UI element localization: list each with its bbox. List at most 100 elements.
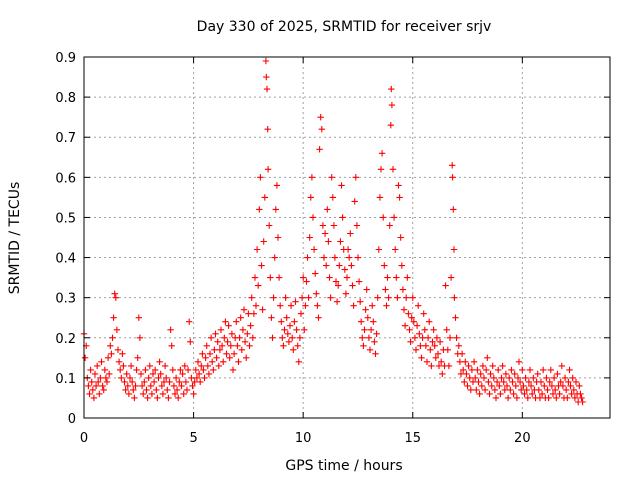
data-point — [199, 350, 206, 357]
data-point — [216, 346, 224, 353]
data-point — [87, 366, 94, 374]
data-point — [144, 394, 151, 402]
data-point — [427, 346, 434, 353]
data-point — [398, 262, 405, 269]
data-point — [488, 382, 495, 390]
chart-title: Day 330 of 2025, SRMTID for receiver srj… — [197, 19, 492, 35]
data-point — [540, 366, 547, 374]
data-point — [275, 274, 283, 281]
data-point — [451, 294, 458, 301]
data-point — [395, 182, 402, 189]
data-point — [566, 366, 573, 374]
data-point — [515, 358, 523, 365]
data-point — [86, 390, 93, 398]
data-point — [558, 362, 565, 370]
data-point — [491, 386, 499, 394]
data-point — [525, 378, 533, 386]
y-tick-label: 0.2 — [55, 332, 76, 347]
data-point — [292, 298, 299, 305]
data-point — [511, 370, 518, 378]
data-point — [251, 274, 259, 281]
data-point — [420, 310, 427, 317]
data-point — [255, 282, 262, 289]
data-point — [274, 234, 282, 241]
data-point — [201, 374, 208, 382]
data-point — [464, 382, 471, 390]
data-point — [280, 342, 287, 349]
data-point — [343, 274, 351, 281]
y-tick-label: 0.3 — [55, 292, 76, 307]
data-point — [248, 294, 255, 301]
data-point — [246, 342, 253, 349]
data-point — [157, 370, 164, 378]
data-point — [492, 394, 500, 402]
data-point — [284, 330, 291, 337]
data-point — [163, 374, 170, 382]
data-point — [103, 378, 111, 386]
data-point — [160, 378, 168, 386]
data-point — [233, 318, 240, 325]
y-tick-label: 0.7 — [55, 131, 76, 146]
data-point — [426, 318, 433, 325]
data-point — [335, 282, 342, 289]
data-point — [463, 370, 470, 378]
data-point — [529, 390, 536, 398]
data-point — [373, 330, 380, 337]
data-point — [332, 278, 340, 285]
data-point — [317, 114, 324, 121]
data-point — [257, 174, 264, 181]
data-point — [303, 278, 310, 285]
data-point — [252, 302, 260, 309]
data-point — [191, 378, 198, 386]
data-point — [366, 346, 374, 353]
data-point — [493, 378, 501, 386]
data-point — [263, 73, 270, 81]
data-point — [393, 274, 400, 281]
data-point — [307, 194, 314, 201]
data-point — [512, 382, 519, 390]
data-point — [374, 294, 381, 301]
data-point — [312, 270, 319, 277]
data-point — [544, 386, 551, 394]
data-point — [220, 358, 227, 365]
data-point — [394, 294, 401, 301]
data-point — [553, 394, 560, 402]
data-point — [547, 366, 554, 374]
data-point — [115, 358, 123, 365]
data-point — [428, 362, 435, 370]
data-point — [180, 390, 187, 398]
data-point — [550, 374, 558, 382]
data-point — [202, 354, 209, 361]
data-point — [198, 362, 205, 370]
data-point — [96, 390, 103, 398]
data-point — [431, 342, 438, 349]
data-point — [200, 366, 207, 374]
data-point — [508, 366, 515, 374]
data-point — [338, 182, 345, 189]
data-point — [516, 378, 524, 386]
data-point — [287, 302, 295, 309]
data-point — [304, 254, 311, 261]
data-point — [549, 390, 557, 398]
data-point — [225, 322, 232, 329]
data-point — [227, 342, 234, 349]
data-point — [125, 390, 133, 398]
data-point — [406, 326, 413, 333]
data-point — [172, 374, 180, 382]
data-point — [534, 370, 541, 378]
data-point — [475, 378, 482, 386]
data-point — [455, 342, 462, 349]
data-point — [567, 382, 574, 390]
data-point — [449, 162, 456, 169]
data-point — [117, 366, 124, 374]
data-point — [100, 386, 107, 394]
data-point — [576, 382, 583, 390]
data-point — [259, 306, 266, 313]
data-point — [349, 282, 356, 289]
data-point — [146, 362, 153, 370]
data-point — [468, 366, 476, 374]
data-point — [442, 282, 449, 289]
data-point — [473, 386, 480, 394]
data-point — [499, 362, 506, 370]
data-point — [450, 246, 458, 253]
